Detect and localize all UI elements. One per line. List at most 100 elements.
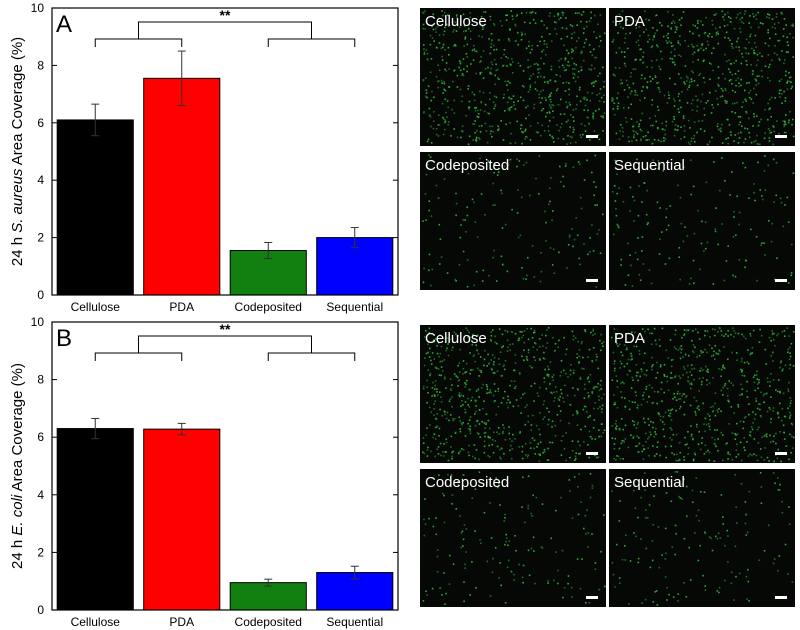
speck [733, 216, 735, 218]
speck [494, 204, 496, 206]
speck [587, 378, 589, 380]
speck [433, 111, 435, 113]
micrograph-label: PDA [614, 13, 645, 30]
speck [717, 411, 719, 413]
speck [791, 244, 793, 246]
speck [506, 537, 508, 539]
speck [643, 263, 645, 265]
speck [453, 563, 455, 565]
speck [491, 33, 493, 35]
speck [612, 437, 614, 439]
speck [753, 16, 755, 18]
speck [699, 338, 701, 340]
speck [789, 417, 791, 419]
speck [639, 376, 641, 378]
speck [499, 504, 501, 506]
speck [527, 105, 529, 107]
speck [592, 330, 594, 332]
speck [648, 35, 650, 37]
speck [712, 550, 714, 552]
speck [451, 406, 453, 408]
speck [620, 361, 622, 363]
speck [619, 500, 621, 502]
speck [666, 350, 668, 352]
speck [738, 83, 740, 85]
speck [706, 451, 708, 453]
speck [537, 443, 539, 445]
speck [735, 73, 737, 75]
speck [723, 365, 725, 367]
speck [650, 125, 652, 127]
speck [668, 390, 670, 392]
speck [761, 242, 763, 244]
speck [469, 430, 471, 432]
speck [633, 436, 635, 438]
speck [462, 422, 464, 424]
speck [711, 137, 713, 139]
speck [669, 78, 671, 80]
speck [631, 358, 633, 360]
speck [462, 73, 464, 75]
speck [551, 393, 553, 395]
speck [786, 82, 788, 84]
speck [438, 356, 440, 358]
speck [736, 17, 738, 19]
speck [596, 37, 598, 39]
speck [657, 106, 659, 108]
speck [426, 89, 428, 91]
speck [748, 581, 750, 583]
speck [765, 43, 767, 45]
speck [503, 427, 505, 429]
speck [790, 81, 792, 83]
speck [729, 80, 731, 82]
speck [447, 100, 449, 102]
speck [593, 118, 595, 120]
speck [767, 411, 769, 413]
speck [450, 378, 452, 380]
speck [776, 54, 778, 56]
speck [741, 361, 743, 363]
speck [762, 199, 764, 201]
speck [510, 159, 512, 161]
speck [665, 217, 667, 219]
speck [436, 134, 438, 136]
speck [663, 429, 665, 431]
speck [641, 74, 643, 76]
speck [492, 183, 494, 185]
speck [526, 356, 528, 358]
speck [637, 517, 639, 519]
speck [644, 97, 646, 99]
speck [716, 353, 718, 355]
speck [436, 185, 438, 187]
speck [469, 428, 471, 430]
scale-bar [775, 135, 787, 138]
speck [553, 141, 555, 143]
speck [491, 73, 493, 75]
speck [478, 459, 480, 461]
speck [638, 437, 640, 439]
speck [642, 56, 644, 58]
speck [592, 115, 594, 117]
speck [553, 400, 555, 402]
speck [598, 456, 600, 458]
speck [641, 201, 643, 203]
speck [700, 350, 702, 352]
speck [705, 32, 707, 34]
speck [643, 182, 645, 184]
speck [756, 65, 758, 67]
speck [548, 204, 550, 206]
speck [490, 595, 492, 597]
speck [602, 130, 604, 132]
speck [594, 68, 596, 70]
speck [509, 122, 511, 124]
speck [447, 124, 449, 126]
speck [441, 48, 443, 50]
speck [787, 327, 789, 329]
speck [497, 391, 499, 393]
speck [714, 403, 716, 405]
speck [493, 432, 495, 434]
speck [577, 389, 579, 391]
speck [500, 458, 502, 460]
speck [763, 242, 765, 244]
speck [636, 427, 638, 429]
